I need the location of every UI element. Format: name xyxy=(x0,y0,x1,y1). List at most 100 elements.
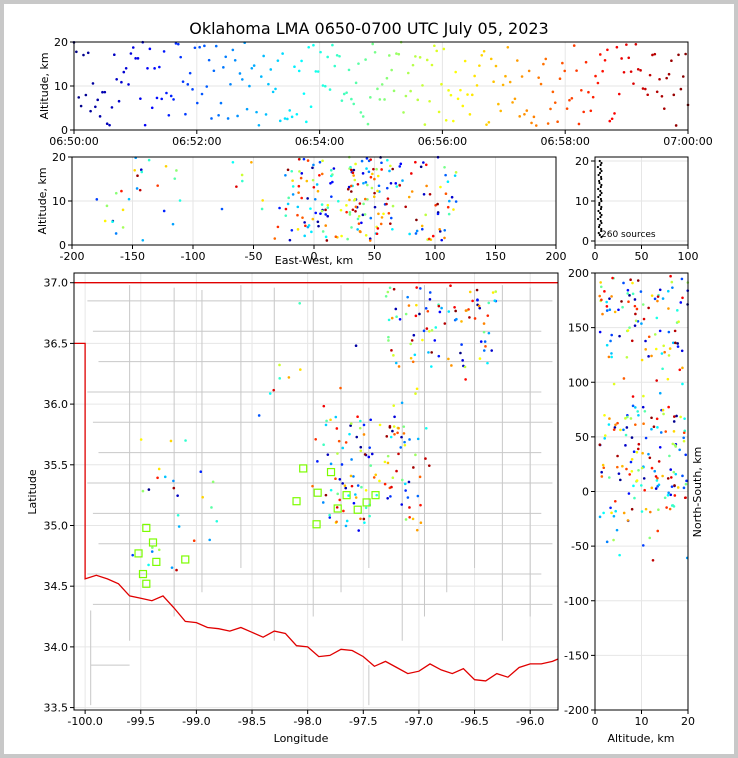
source-point xyxy=(148,47,152,51)
source-point xyxy=(575,69,578,72)
source-point xyxy=(633,304,637,308)
source-point xyxy=(459,351,462,355)
ns-height-xlabel: Altitude, km xyxy=(607,732,674,745)
source-point xyxy=(415,387,419,391)
source-point xyxy=(442,47,446,51)
source-point xyxy=(468,316,471,319)
source-point xyxy=(278,377,282,380)
source-point xyxy=(169,94,173,98)
source-point xyxy=(670,280,674,284)
source-point xyxy=(394,182,398,185)
source-point xyxy=(606,48,609,52)
source-point xyxy=(433,339,437,342)
source-point xyxy=(612,382,616,386)
plan-ytick: 35.0 xyxy=(44,519,69,532)
source-point xyxy=(340,463,344,466)
ns-height-ytick: -200 xyxy=(564,704,589,717)
source-point xyxy=(654,347,658,351)
source-point xyxy=(523,112,526,116)
source-point xyxy=(650,294,654,297)
source-point xyxy=(348,213,352,216)
source-point xyxy=(300,196,303,200)
source-point xyxy=(156,476,159,480)
lma-station-marker xyxy=(142,523,151,533)
source-point xyxy=(428,298,432,301)
source-point xyxy=(350,458,353,461)
source-point xyxy=(264,113,268,116)
source-point xyxy=(153,67,156,70)
source-point xyxy=(193,46,197,50)
source-point xyxy=(390,349,393,352)
source-point xyxy=(367,170,371,174)
source-point xyxy=(622,281,625,285)
source-point xyxy=(336,492,339,496)
lma-station-marker xyxy=(299,464,308,473)
source-point xyxy=(407,480,411,484)
source-point xyxy=(140,170,144,174)
source-point xyxy=(105,122,109,125)
source-point xyxy=(357,529,361,532)
source-point xyxy=(172,486,176,490)
source-point xyxy=(350,484,354,488)
source-point xyxy=(501,83,505,87)
source-point xyxy=(319,50,322,54)
source-point xyxy=(641,303,645,306)
source-point xyxy=(605,305,609,308)
source-point xyxy=(158,65,161,69)
source-point xyxy=(366,183,369,187)
source-point xyxy=(596,81,600,85)
source-point xyxy=(406,295,409,299)
source-point xyxy=(312,185,316,189)
source-point xyxy=(101,90,104,94)
source-point xyxy=(615,45,619,49)
source-point xyxy=(671,442,675,446)
source-point xyxy=(494,290,498,293)
ns-height-ytick: 100 xyxy=(568,376,589,389)
source-point xyxy=(546,122,550,125)
source-point xyxy=(146,66,149,70)
source-point xyxy=(257,414,261,417)
source-point xyxy=(290,228,294,232)
source-point xyxy=(306,197,309,200)
source-point xyxy=(616,454,619,458)
source-point xyxy=(295,112,299,116)
time-height-ytick: 10 xyxy=(54,80,68,93)
histogram-point xyxy=(597,187,600,191)
source-point xyxy=(660,352,664,355)
source-point xyxy=(453,174,457,177)
source-point xyxy=(231,48,235,52)
source-point xyxy=(627,300,630,304)
source-point xyxy=(250,161,253,164)
source-point xyxy=(402,432,406,435)
source-point xyxy=(627,492,631,495)
source-point xyxy=(297,184,301,188)
source-point xyxy=(415,303,418,307)
source-point xyxy=(364,58,367,61)
source-point xyxy=(392,425,396,428)
source-point xyxy=(397,426,400,430)
source-point xyxy=(390,485,393,489)
source-point xyxy=(284,207,288,211)
source-point xyxy=(655,379,658,382)
source-point xyxy=(680,277,684,281)
source-point xyxy=(681,382,684,386)
source-point xyxy=(369,158,372,161)
source-point xyxy=(613,112,616,115)
source-point xyxy=(483,340,487,343)
time-height-xtick: 06:54:00 xyxy=(295,135,344,148)
source-point xyxy=(261,199,264,202)
source-point xyxy=(392,404,396,407)
source-point xyxy=(220,207,224,211)
source-point xyxy=(325,419,328,423)
source-point xyxy=(609,506,612,510)
source-point xyxy=(208,538,211,542)
source-point xyxy=(349,424,352,427)
source-point xyxy=(383,98,386,101)
source-point xyxy=(386,290,390,294)
source-point xyxy=(600,470,603,474)
source-point xyxy=(479,340,483,343)
lma-station-marker xyxy=(371,491,380,500)
source-point xyxy=(284,173,287,177)
source-point xyxy=(615,528,619,532)
source-point xyxy=(412,466,415,469)
